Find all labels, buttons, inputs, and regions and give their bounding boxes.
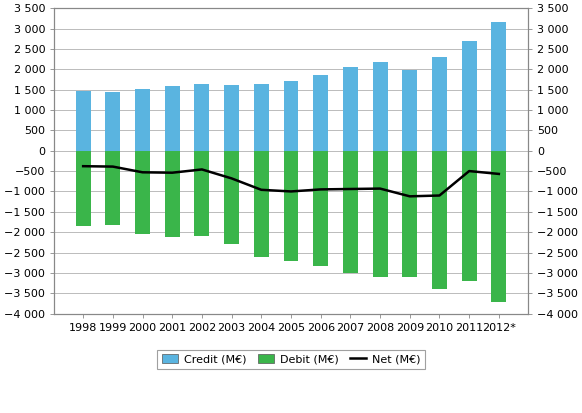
Bar xyxy=(462,151,477,281)
Bar xyxy=(135,89,150,151)
Bar xyxy=(402,151,417,277)
Bar xyxy=(283,151,299,261)
Bar xyxy=(343,67,358,151)
Bar xyxy=(491,22,506,151)
Bar xyxy=(254,151,269,256)
Bar xyxy=(76,151,91,225)
Bar xyxy=(76,91,91,151)
Bar xyxy=(432,151,447,289)
Bar xyxy=(313,75,328,151)
Bar xyxy=(165,86,180,151)
Bar xyxy=(194,84,210,151)
Bar xyxy=(105,93,120,151)
Bar xyxy=(283,81,299,151)
Bar xyxy=(313,151,328,266)
Bar xyxy=(432,57,447,151)
Bar xyxy=(224,85,239,151)
Bar xyxy=(194,151,210,236)
Bar xyxy=(105,151,120,225)
Bar xyxy=(372,151,388,277)
Bar xyxy=(462,41,477,151)
Bar xyxy=(343,151,358,273)
Bar xyxy=(372,62,388,151)
Bar xyxy=(224,151,239,244)
Bar xyxy=(254,84,269,151)
Bar xyxy=(402,70,417,151)
Bar xyxy=(491,151,506,302)
Legend: Credit (M€), Debit (M€), Net (M€): Credit (M€), Debit (M€), Net (M€) xyxy=(157,350,425,369)
Bar xyxy=(135,151,150,234)
Bar xyxy=(165,151,180,237)
